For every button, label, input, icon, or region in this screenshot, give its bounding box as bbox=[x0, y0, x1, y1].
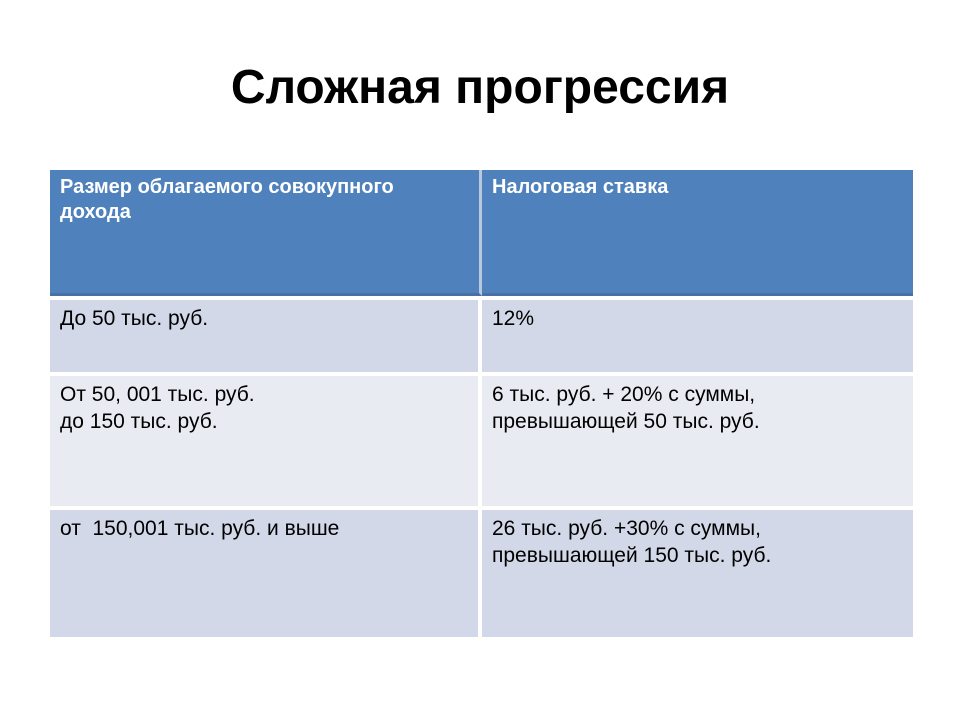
table-row: До 50 тыс. руб. 12% bbox=[50, 300, 913, 372]
tax-table-container: Размер облагаемого совокупного дохода На… bbox=[50, 166, 913, 641]
table-row: От 50, 001 тыс. руб. до 150 тыс. руб. 6 … bbox=[50, 376, 913, 506]
header-cell-income-size: Размер облагаемого совокупного дохода bbox=[50, 170, 482, 296]
cell-income-range-2: От 50, 001 тыс. руб. до 150 тыс. руб. bbox=[50, 376, 482, 506]
cell-income-range-1: До 50 тыс. руб. bbox=[50, 300, 482, 372]
slide-title: Сложная прогрессия bbox=[230, 61, 730, 114]
cell-tax-rate-3: 26 тыс. руб. +30% с суммы, превышающей 1… bbox=[482, 510, 913, 637]
table-header-row: Размер облагаемого совокупного дохода На… bbox=[50, 170, 913, 296]
cell-income-range-3: от 150,001 тыс. руб. и выше bbox=[50, 510, 482, 637]
cell-tax-rate-2: 6 тыс. руб. + 20% с суммы, превышающей 5… bbox=[482, 376, 913, 506]
cell-tax-rate-1: 12% bbox=[482, 300, 913, 372]
header-cell-tax-rate: Налоговая ставка bbox=[482, 170, 913, 296]
tax-progression-table: Размер облагаемого совокупного дохода На… bbox=[50, 166, 913, 641]
table-row: от 150,001 тыс. руб. и выше 26 тыс. руб.… bbox=[50, 510, 913, 637]
